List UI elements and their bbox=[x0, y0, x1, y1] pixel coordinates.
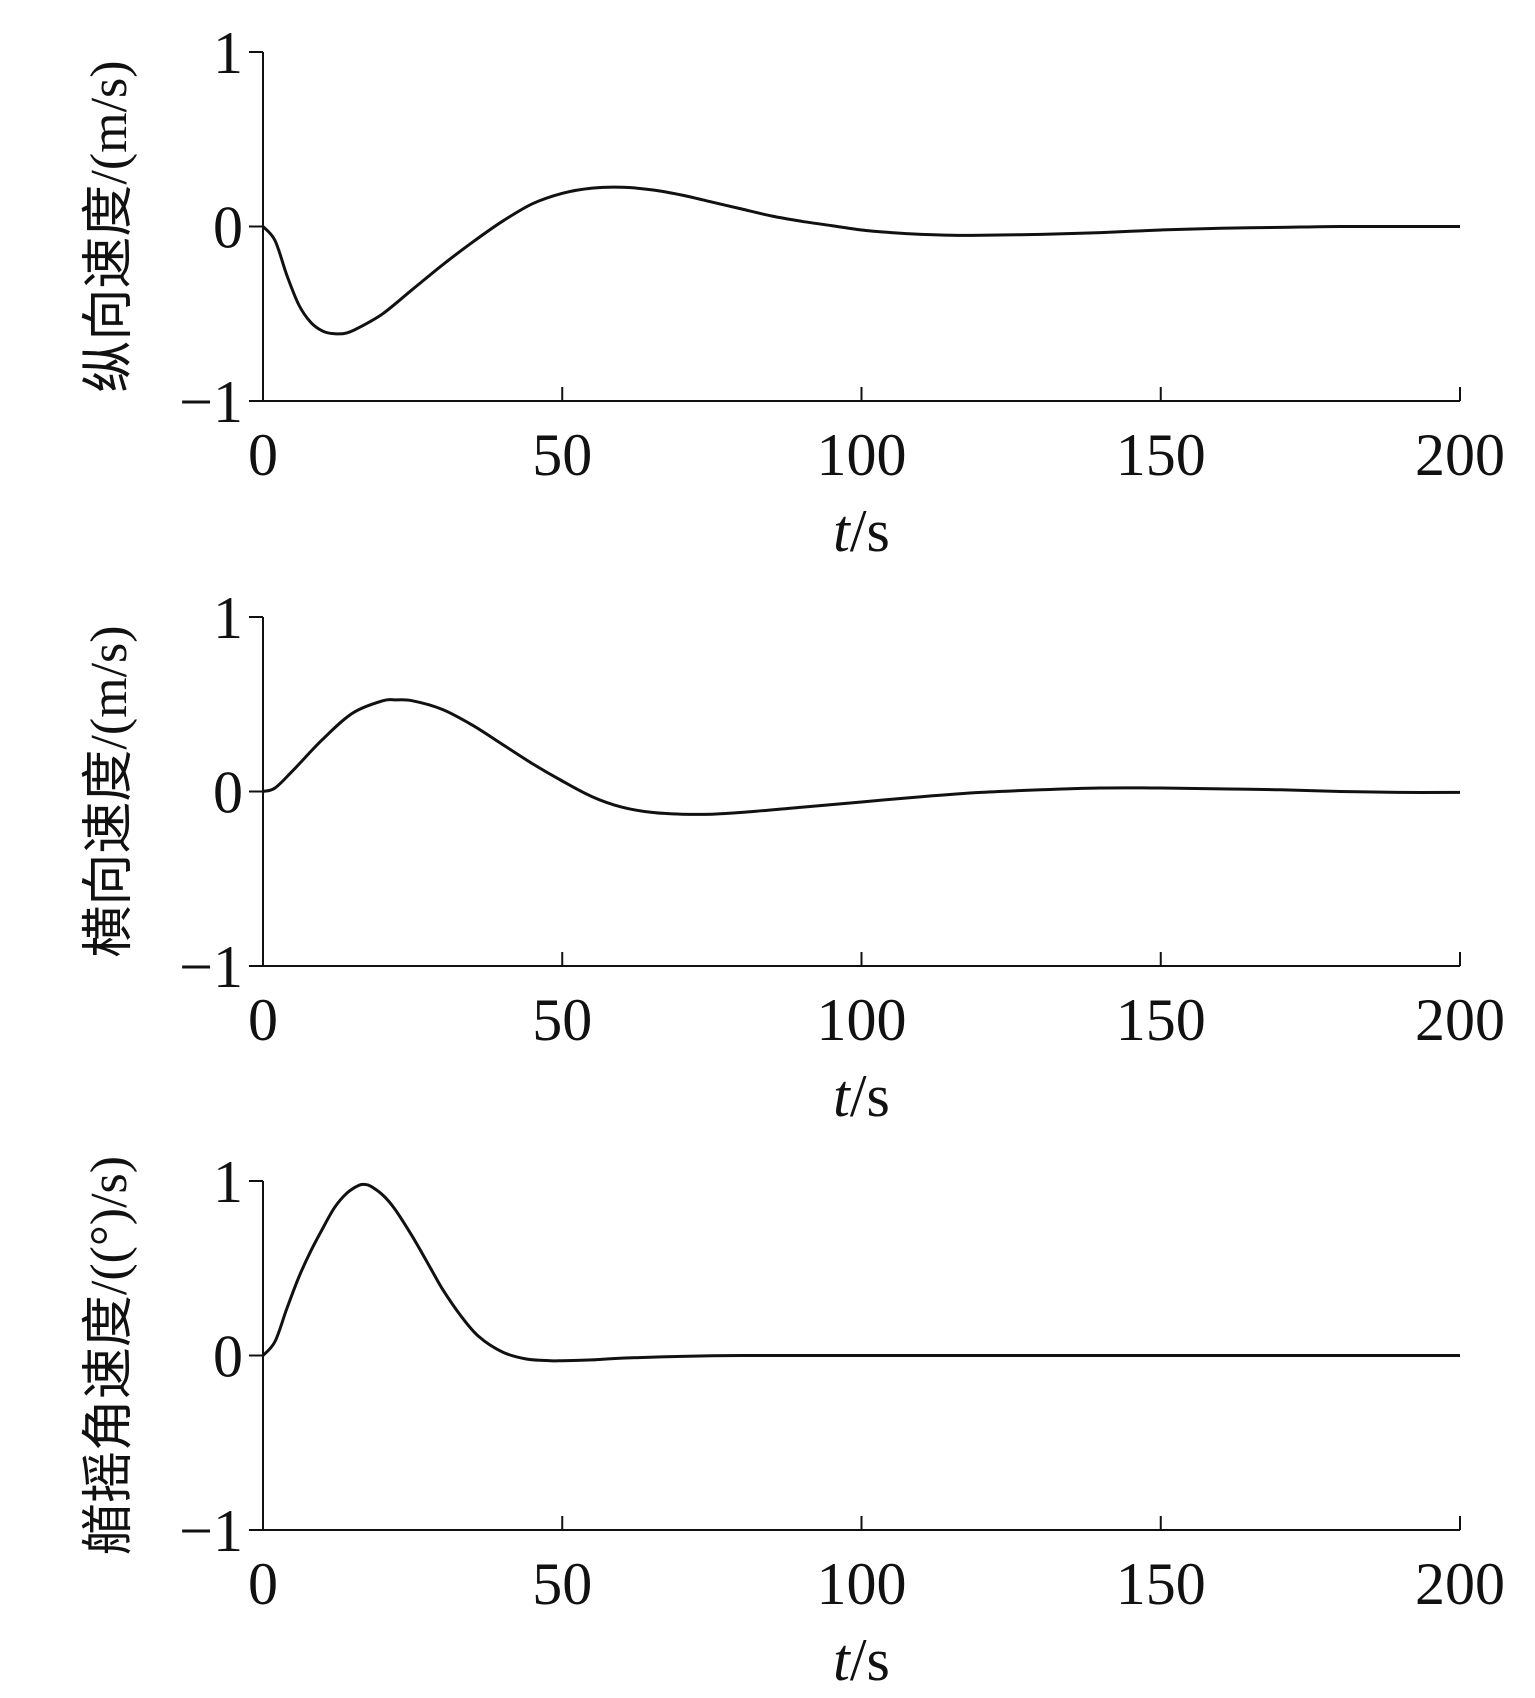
panel-2-y-tick-label: 1 bbox=[213, 585, 243, 651]
panel-1-y-tick-label: 1 bbox=[213, 20, 243, 86]
panel-2-x-axis-title-variable: t bbox=[833, 1063, 851, 1129]
panel-2-y-axis-title: 横向速度/(m/s) bbox=[81, 625, 138, 957]
panel-3-x-tick-label: 150 bbox=[1116, 1551, 1206, 1617]
panel-1-x-tick-label: 200 bbox=[1415, 422, 1505, 488]
panel-2-x-axis-title: t/s bbox=[833, 1063, 890, 1129]
panel-3-x-axis-title-variable: t bbox=[833, 1627, 851, 1693]
panel-2-y-tick-label: 0 bbox=[213, 760, 243, 826]
panel-2-x-axis-title-unit: /s bbox=[850, 1063, 890, 1129]
panel-1-y-tick-label: −1 bbox=[179, 369, 243, 435]
panel-3-x-tick-label: 100 bbox=[817, 1551, 907, 1617]
panel-3-y-tick-label: 1 bbox=[213, 1149, 243, 1215]
panel-3-x-axis-title-unit: /s bbox=[850, 1627, 890, 1693]
panel-2-x-tick-label: 0 bbox=[248, 987, 278, 1053]
panel-3-x-tick-label: 50 bbox=[532, 1551, 592, 1617]
panel-2-x-tick-label: 100 bbox=[817, 987, 907, 1053]
panel-3-x-tick-label: 0 bbox=[248, 1551, 278, 1617]
panel-1-x-tick-label: 100 bbox=[817, 422, 907, 488]
panel-1-y-axis-title: 纵向速度/(m/s) bbox=[81, 60, 138, 392]
panel-3-x-axis-title: t/s bbox=[833, 1627, 890, 1693]
panel-2-x-tick-label: 150 bbox=[1116, 987, 1206, 1053]
panel-2-x-tick-label: 50 bbox=[532, 987, 592, 1053]
panel-3-series-line-1 bbox=[261, 1182, 1460, 1363]
panel-2-x-tick-label: 200 bbox=[1415, 987, 1505, 1053]
panel-1-x-axis-title: t/s bbox=[833, 498, 890, 564]
panel-2-y-tick-label: −1 bbox=[179, 934, 243, 1000]
panel-2-series-line-1 bbox=[262, 698, 1461, 816]
panel-1-x-axis-title-unit: /s bbox=[850, 498, 890, 564]
panel-1-series-line-1 bbox=[261, 185, 1460, 336]
panel-1-y-tick-label: 0 bbox=[213, 195, 243, 261]
panel-3-y-tick-label: 0 bbox=[213, 1324, 243, 1390]
panel-3-y-axis-title: 艏摇角速度/((°)/s) bbox=[81, 1156, 138, 1555]
panel-1-x-tick-label: 0 bbox=[248, 422, 278, 488]
panel-3-y-tick-label: −1 bbox=[179, 1498, 243, 1564]
panel-1-x-tick-label: 50 bbox=[532, 422, 592, 488]
panel-1-x-axis-title-variable: t bbox=[833, 498, 851, 564]
panel-3-x-tick-label: 200 bbox=[1415, 1551, 1505, 1617]
panel-1-x-tick-label: 150 bbox=[1116, 422, 1206, 488]
